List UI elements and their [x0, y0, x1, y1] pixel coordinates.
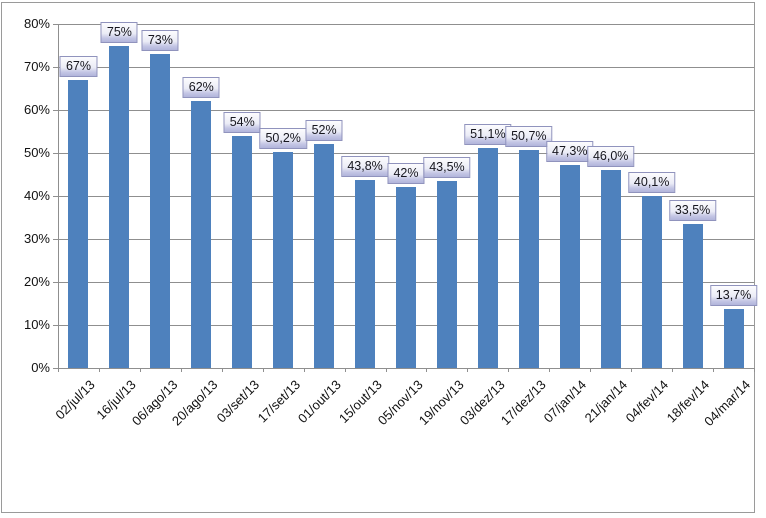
bar — [273, 152, 294, 368]
gridline — [58, 67, 754, 68]
x-axis-tick — [303, 368, 305, 372]
x-axis-tick — [426, 368, 428, 372]
y-axis-tick-label: 20% — [23, 274, 50, 289]
x-axis-tick — [262, 368, 264, 372]
y-axis-tick-label: 60% — [23, 102, 50, 117]
y-axis-tick — [53, 24, 58, 25]
data-label: 40,1% — [627, 171, 676, 193]
data-label: 43,8% — [341, 155, 389, 177]
data-label: 47,3% — [546, 140, 594, 162]
x-axis-tick-label: 17/set/13 — [254, 377, 303, 426]
data-label: 67% — [59, 55, 97, 77]
data-label: 50,7% — [505, 126, 553, 147]
chart-frame: 67% 75% 73% 62% 54% 50,2% 52% 43,8% 42% 43,5% 51,1… — [1, 2, 758, 513]
y-axis-tick-label: 30% — [23, 231, 50, 246]
x-axis-tick — [549, 368, 551, 372]
bar — [600, 170, 621, 368]
bar — [518, 149, 539, 368]
bar — [682, 223, 703, 368]
bars-layer — [58, 24, 754, 368]
bar — [150, 54, 171, 368]
x-axis-tick-label: 02/jul/13 — [52, 377, 99, 423]
bar — [559, 164, 580, 368]
data-label: 42% — [387, 163, 425, 185]
x-axis-tick — [98, 368, 100, 372]
y-axis-tick-label: 0% — [31, 360, 50, 375]
x-axis-tick-label: 04/fev/14 — [622, 377, 672, 426]
y-axis-tick-label: 50% — [23, 145, 50, 160]
data-label: 43,5% — [423, 156, 471, 178]
gridline — [58, 368, 754, 369]
bar — [314, 144, 335, 368]
x-axis-tick-label: 21/jan/14 — [581, 377, 631, 426]
gridline — [58, 24, 754, 25]
y-axis-tick-label: 40% — [23, 188, 50, 203]
data-labels-layer: 67% 75% 73% 62% 54% 50,2% 52% 43,8% 42% 43,5% 51,1… — [58, 21, 758, 368]
x-axis-tick — [221, 368, 223, 372]
y-axis-tick — [53, 153, 58, 154]
x-axis-tick — [467, 368, 469, 372]
x-axis-tick-label: 03/set/13 — [213, 377, 262, 426]
y-axis-tick — [53, 325, 58, 326]
data-label: 33,5% — [668, 199, 717, 221]
x-axis-tick — [590, 368, 592, 372]
y-axis-tick-label: 70% — [23, 59, 50, 74]
bar — [232, 135, 253, 368]
plot-area: 67% 75% 73% 62% 54% 50,2% 52% 43,8% 42% 43,5% 51,1… — [58, 21, 758, 369]
y-axis-tick-label: 10% — [23, 317, 50, 332]
x-axis-tick-label: 07/jan/14 — [540, 377, 590, 426]
bar — [109, 45, 130, 368]
x-axis-tick — [672, 368, 674, 372]
data-label: 54% — [223, 111, 261, 133]
data-label: 13,7% — [709, 285, 758, 307]
data-label: 50,2% — [259, 128, 307, 150]
x-axis-tick-label: 01/out/13 — [294, 377, 344, 426]
x-axis-tick — [631, 368, 633, 372]
bar — [723, 309, 744, 368]
x-axis-tick — [139, 368, 141, 372]
x-axis-tick — [754, 368, 755, 372]
gridline — [58, 110, 754, 111]
data-label: 51,1% — [464, 124, 512, 146]
data-label: 52% — [305, 120, 343, 142]
x-axis-tick — [58, 368, 59, 372]
gridline — [58, 153, 754, 154]
bar — [355, 179, 376, 368]
y-axis-tick — [53, 110, 58, 111]
data-label: 73% — [141, 30, 179, 52]
y-axis-tick — [53, 368, 58, 369]
y-axis-tick-label: 80% — [23, 16, 50, 31]
y-axis-tick — [53, 239, 58, 240]
x-axis-tick — [180, 368, 182, 372]
bar — [191, 101, 212, 368]
data-label: 75% — [100, 21, 138, 43]
data-label: 62% — [182, 77, 220, 99]
bar — [641, 195, 662, 368]
bar — [436, 180, 457, 368]
bar — [68, 79, 89, 368]
y-axis-tick — [53, 282, 58, 283]
bar — [477, 148, 498, 368]
bar — [396, 187, 416, 368]
x-axis-tick — [385, 368, 387, 372]
x-axis-tick — [344, 368, 346, 372]
x-axis-tick — [508, 368, 510, 372]
y-axis-tick — [53, 196, 58, 197]
y-axis-tick — [53, 67, 58, 68]
x-axis-tick — [713, 368, 715, 372]
data-label: 46,0% — [586, 146, 635, 168]
